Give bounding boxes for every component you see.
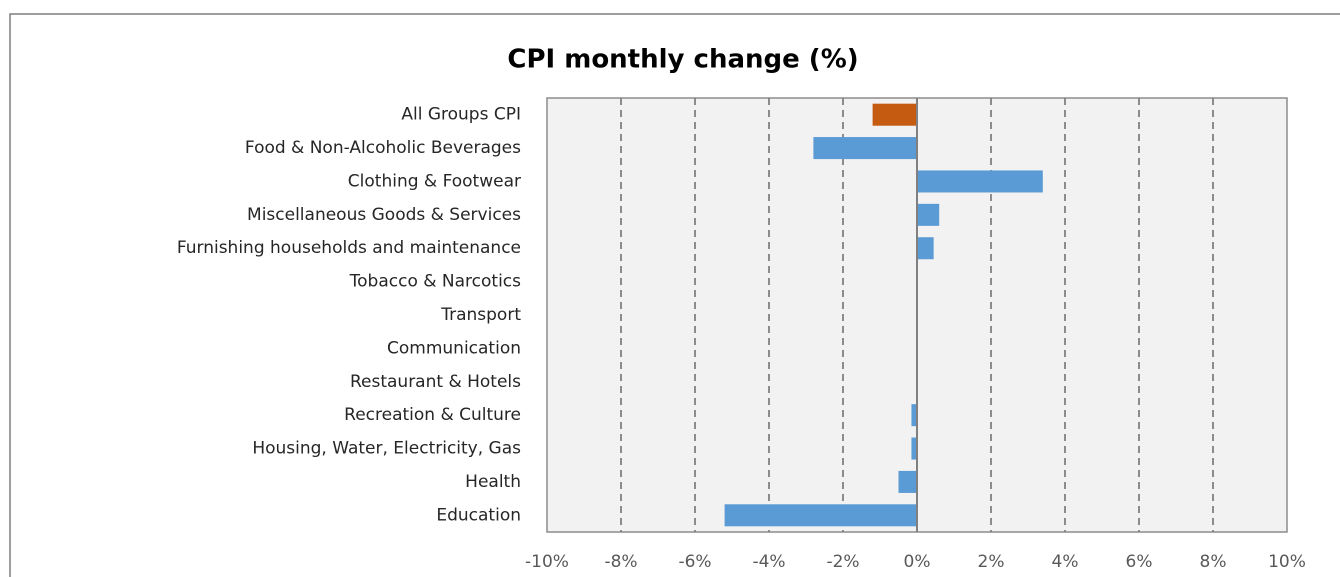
bar [911, 437, 917, 460]
bar [724, 504, 917, 527]
y-tick-label: Health [465, 472, 521, 492]
bar [813, 137, 917, 160]
y-tick-label: Food & Non-Alcoholic Beverages [245, 138, 521, 158]
y-tick-label: Clothing & Footwear [348, 171, 521, 191]
bar [911, 404, 917, 427]
y-tick-label: Communication [387, 338, 521, 358]
x-tick-label: 0% [904, 552, 931, 572]
y-tick-label: Recreation & Culture [344, 405, 521, 425]
x-tick-label: 8% [1200, 552, 1227, 572]
x-tick-label: 10% [1268, 552, 1306, 572]
x-tick-label: -8% [604, 552, 637, 572]
y-tick-label: Tobacco & Narcotics [349, 272, 521, 292]
y-tick-label: All Groups CPI [401, 105, 521, 125]
x-tick-label: 4% [1052, 552, 1079, 572]
y-tick-label: Miscellaneous Goods & Services [247, 205, 521, 225]
x-tick-label: -4% [752, 552, 785, 572]
y-tick-label: Housing, Water, Electricity, Gas [252, 439, 521, 459]
chart-title: CPI monthly change (%) [507, 45, 858, 75]
y-tick-label: Furnishing households and maintenance [177, 238, 521, 258]
x-tick-label: -10% [525, 552, 569, 572]
bar [898, 470, 917, 493]
x-tick-label: -6% [678, 552, 711, 572]
y-tick-label: Education [436, 505, 521, 525]
y-tick-label: Transport [440, 305, 521, 325]
bar [917, 237, 934, 260]
bar [872, 103, 917, 126]
x-tick-label: 2% [978, 552, 1005, 572]
y-tick-label: Restaurant & Hotels [350, 372, 521, 392]
bar [917, 170, 1043, 193]
x-tick-label: -2% [826, 552, 859, 572]
bar [917, 203, 940, 226]
x-tick-label: 6% [1126, 552, 1153, 572]
